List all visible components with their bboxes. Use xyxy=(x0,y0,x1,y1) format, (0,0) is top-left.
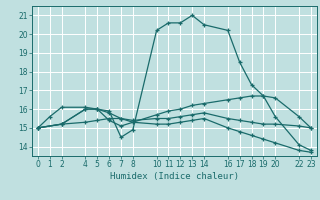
X-axis label: Humidex (Indice chaleur): Humidex (Indice chaleur) xyxy=(110,172,239,181)
